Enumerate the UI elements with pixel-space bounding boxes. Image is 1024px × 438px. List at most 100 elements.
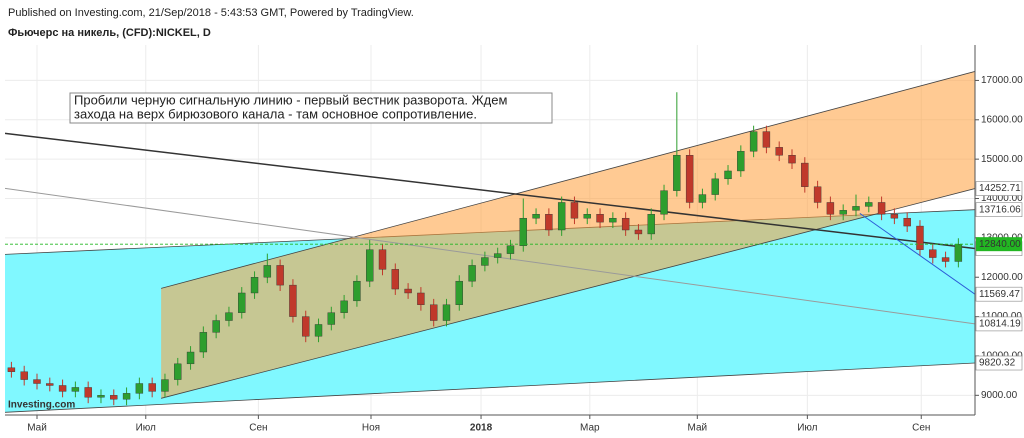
trend-line xyxy=(859,212,975,295)
candle-body xyxy=(788,155,796,164)
candle-body xyxy=(122,393,131,400)
candle-body xyxy=(826,202,835,215)
candle-body xyxy=(46,383,54,386)
candle-body xyxy=(801,162,809,187)
candle-body xyxy=(685,155,694,203)
price-badge xyxy=(975,286,1023,302)
candle-body xyxy=(762,131,771,148)
candle-body xyxy=(647,214,655,235)
candle-body xyxy=(97,395,105,398)
candle-body xyxy=(775,147,783,156)
x-tick-label: 2018 xyxy=(470,423,493,434)
price-badge xyxy=(975,202,1023,217)
price-badge-label: 11569.47 xyxy=(979,289,1020,300)
y-tick-label: 17000.00 xyxy=(981,75,1023,86)
y-tick-label: 14000.00 xyxy=(981,193,1023,204)
candle-body xyxy=(33,379,41,384)
logo: Investing.com xyxy=(8,400,75,411)
x-tick-label: Июл xyxy=(136,423,156,434)
price-badge-label: 9820.32 xyxy=(979,358,1016,369)
candle-body xyxy=(212,320,220,333)
candle-body xyxy=(404,288,412,294)
candle-body xyxy=(737,151,745,172)
candle-body xyxy=(583,214,591,219)
candle-body xyxy=(174,363,182,380)
candle-body xyxy=(903,217,911,227)
candle-body xyxy=(340,300,348,313)
candle-body xyxy=(609,217,617,223)
trend-line xyxy=(5,132,975,250)
candle-body xyxy=(545,214,553,231)
candle-body xyxy=(839,210,847,215)
y-tick-label: 16000.00 xyxy=(981,114,1023,125)
candle-body xyxy=(71,387,80,392)
candle-body xyxy=(58,385,67,392)
x-tick-label: Май xyxy=(27,423,47,434)
candle-body xyxy=(481,257,489,266)
candle-body xyxy=(250,277,259,294)
channel-edge xyxy=(5,362,975,413)
annotation-box xyxy=(69,92,553,124)
candle-body xyxy=(673,155,681,191)
x-tick-label: Июл xyxy=(797,423,817,434)
candle-body xyxy=(238,292,246,313)
candle-body xyxy=(519,217,527,246)
plot-area xyxy=(5,71,975,413)
last-price-label: 12840.00 xyxy=(979,239,1021,250)
candle-body xyxy=(276,265,284,286)
price-badge xyxy=(975,181,1023,196)
candle-body xyxy=(161,379,169,392)
price-badge-label: 13716.06 xyxy=(979,204,1021,215)
published-line: Published on Investing.com, 21/Sep/2018 … xyxy=(8,7,414,19)
x-tick-label: Мар xyxy=(580,423,600,434)
candle-body xyxy=(929,249,937,258)
candle-body xyxy=(749,131,758,152)
axes: 9000.0010000.0011000.0012000.0013000.001… xyxy=(27,75,1023,434)
channel-fill xyxy=(161,71,975,399)
price-badge-label: 10814.19 xyxy=(979,319,1021,330)
candle-body xyxy=(570,202,579,219)
x-tick-label: Сен xyxy=(912,423,930,434)
y-tick-label: 15000.00 xyxy=(981,154,1023,165)
candle-body xyxy=(84,387,92,398)
candle-body xyxy=(877,202,886,215)
candle-body xyxy=(186,351,195,365)
candle-body xyxy=(391,269,400,290)
candle-body xyxy=(724,170,732,180)
candle-body xyxy=(263,265,272,278)
candle-body xyxy=(506,245,515,254)
candle-body xyxy=(711,178,719,195)
price-badge xyxy=(975,316,1023,332)
channel-edge xyxy=(161,71,975,289)
annotation-text: захода на верх бирюзового канала - там о… xyxy=(74,106,477,121)
candle-body xyxy=(698,194,707,203)
candle-body xyxy=(468,265,476,282)
candle-body xyxy=(7,367,16,372)
candle-body xyxy=(865,202,873,207)
channel-edge xyxy=(161,188,975,399)
candle-body xyxy=(660,190,668,215)
candle-body xyxy=(557,202,566,231)
candle-body xyxy=(890,214,899,219)
annotation-text: Пробили черную сигнальную линию - первый… xyxy=(74,92,507,107)
candle-body xyxy=(327,312,336,325)
y-tick-label: 9000.00 xyxy=(981,390,1018,401)
x-tick-label: Ноя xyxy=(362,423,380,434)
candle-body xyxy=(366,249,374,282)
symbol-title: Фьючерс на никель, (CFD):NICKEL, D xyxy=(8,27,211,39)
candle-body xyxy=(429,304,438,321)
candle-body xyxy=(353,280,361,302)
price-badge-label: 14252.71 xyxy=(979,183,1021,194)
candle-body xyxy=(621,217,630,231)
candle-body xyxy=(135,383,144,394)
candle-body xyxy=(314,324,323,337)
y-tick-label: 12000.00 xyxy=(981,272,1023,283)
candle-body xyxy=(596,214,604,223)
last-price-badge xyxy=(976,237,1022,252)
candle-body xyxy=(852,206,860,211)
candle-body xyxy=(110,395,118,400)
candle-body xyxy=(20,371,28,380)
candle-body xyxy=(378,249,387,270)
candle-body xyxy=(813,186,822,203)
